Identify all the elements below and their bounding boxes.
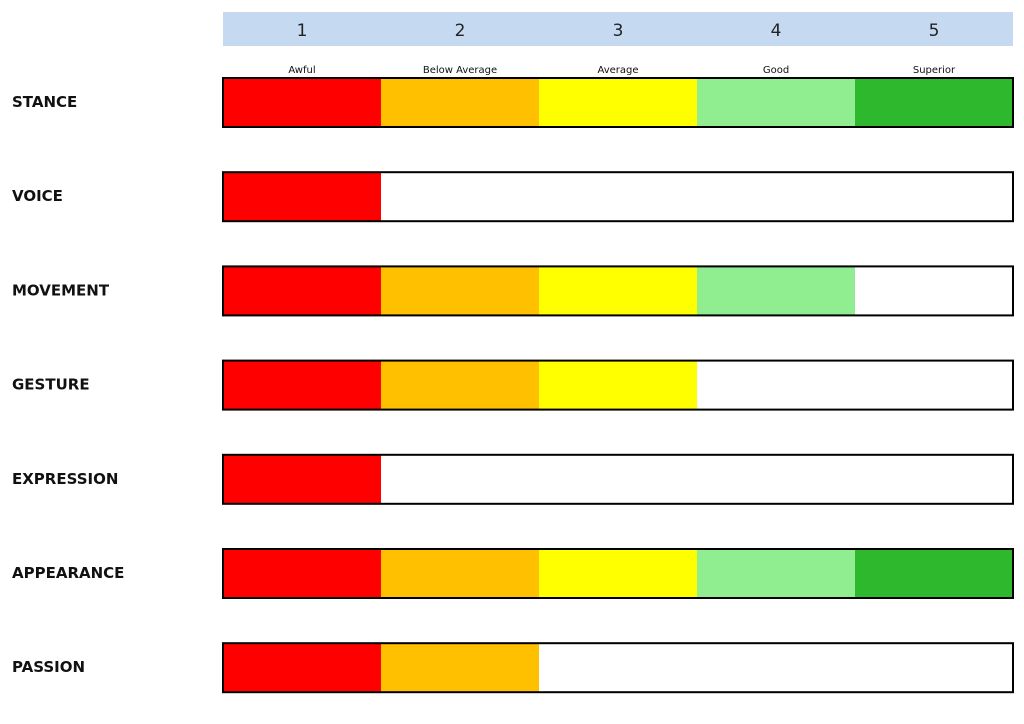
bar-segment bbox=[381, 549, 539, 598]
x-tick-label: 1 bbox=[297, 21, 308, 41]
bar-segment bbox=[223, 549, 381, 598]
bar-outline bbox=[222, 265, 1014, 317]
x-tick-label: 3 bbox=[613, 21, 624, 41]
category-label: PASSION bbox=[12, 658, 85, 676]
bar-segment bbox=[223, 643, 381, 693]
bar-outline bbox=[222, 453, 1014, 505]
x-tick-label: 4 bbox=[771, 21, 782, 41]
bar-segment bbox=[381, 266, 539, 316]
bar-segment bbox=[223, 78, 381, 127]
header-band bbox=[223, 12, 1013, 46]
category-label: GESTURE bbox=[12, 376, 90, 394]
category-label: APPEARANCE bbox=[12, 564, 124, 582]
bar-segment bbox=[539, 549, 697, 598]
bar-segment bbox=[539, 78, 697, 127]
level-label: Below Average bbox=[423, 65, 497, 76]
bar-segment bbox=[697, 266, 855, 316]
bar-segment bbox=[381, 78, 539, 127]
bar-outline bbox=[222, 77, 1014, 128]
level-label: Awful bbox=[288, 65, 315, 76]
bar-segment bbox=[855, 549, 1013, 598]
bar-segment bbox=[381, 643, 539, 693]
bar-outline bbox=[222, 548, 1014, 599]
bar-segment bbox=[223, 172, 381, 222]
category-label: VOICE bbox=[12, 187, 63, 205]
bar-segment bbox=[539, 266, 697, 316]
level-label: Superior bbox=[913, 65, 956, 76]
bar-segment bbox=[223, 266, 381, 316]
category-label: EXPRESSION bbox=[12, 470, 118, 488]
bar-segment bbox=[223, 454, 381, 504]
level-label: Good bbox=[763, 65, 789, 76]
x-tick-label: 5 bbox=[929, 21, 940, 41]
category-label: MOVEMENT bbox=[12, 281, 110, 299]
bar-segment bbox=[697, 78, 855, 127]
x-tick-label: 2 bbox=[455, 21, 466, 41]
bar-segment bbox=[697, 549, 855, 598]
category-label: STANCE bbox=[12, 93, 77, 111]
level-label: Average bbox=[597, 65, 638, 76]
bar-segment bbox=[381, 360, 539, 410]
bar-segment bbox=[539, 360, 697, 410]
bar-segment bbox=[855, 78, 1013, 127]
bar-outline bbox=[222, 359, 1014, 411]
bar-outline bbox=[222, 171, 1014, 223]
bar-outline bbox=[222, 642, 1014, 694]
bar-segment bbox=[223, 360, 381, 410]
